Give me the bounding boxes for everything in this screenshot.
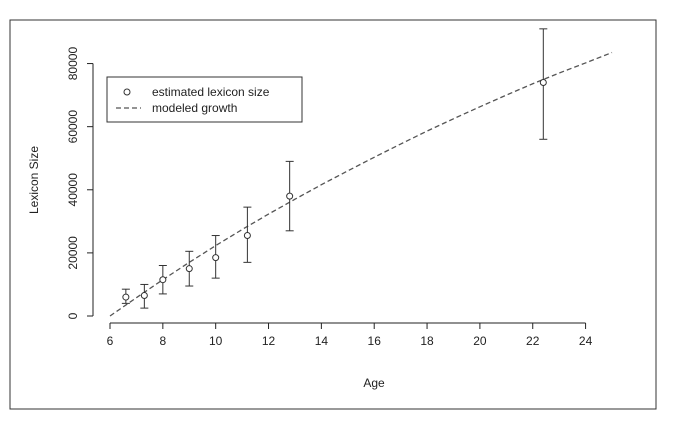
y-tick-label-80000: 80000 bbox=[66, 47, 80, 81]
axes: 6 8 10 12 14 16 18 20 22 24 0 20000 40000 60000 80000 bbox=[66, 47, 593, 348]
plot-frame bbox=[9, 19, 657, 410]
x-tick-label-20: 20 bbox=[473, 334, 487, 348]
x-tick-label-24: 24 bbox=[579, 334, 593, 348]
y-tick-label-60000: 60000 bbox=[66, 110, 80, 144]
x-tick-label-6: 6 bbox=[107, 334, 114, 348]
data-point-1 bbox=[140, 283, 149, 309]
x-tick-label-18: 18 bbox=[420, 334, 434, 348]
point-marker-6 bbox=[286, 192, 294, 200]
legend: estimated lexicon size modeled growth bbox=[106, 76, 303, 123]
y-axis-label: Lexicon Size bbox=[27, 146, 41, 214]
x-tick-label-22: 22 bbox=[526, 334, 540, 348]
data-point-7 bbox=[539, 28, 548, 140]
x-tick-label-8: 8 bbox=[159, 334, 166, 348]
point-marker-4 bbox=[212, 254, 220, 262]
x-tick-label-16: 16 bbox=[368, 334, 382, 348]
point-marker-5 bbox=[243, 232, 251, 240]
point-marker-0 bbox=[122, 293, 130, 301]
lexicon-points-series bbox=[121, 28, 548, 309]
x-axis-label: Age bbox=[363, 376, 385, 390]
point-marker-1 bbox=[140, 291, 148, 299]
data-point-0 bbox=[121, 288, 130, 304]
point-marker-7 bbox=[539, 78, 547, 86]
y-tick-label-0: 0 bbox=[66, 312, 80, 319]
legend-circle-icon bbox=[123, 88, 131, 96]
legend-box bbox=[106, 76, 303, 123]
legend-label-estimated: estimated lexicon size bbox=[152, 85, 270, 99]
data-point-5 bbox=[243, 206, 252, 263]
modeled-growth-series bbox=[109, 51, 613, 317]
data-point-3 bbox=[185, 250, 194, 287]
data-point-6 bbox=[285, 160, 294, 232]
modeled-growth-line bbox=[109, 51, 613, 317]
y-tick-label-20000: 20000 bbox=[66, 236, 80, 270]
legend-label-modeled: modeled growth bbox=[152, 101, 237, 115]
y-tick-label-40000: 40000 bbox=[66, 173, 80, 207]
point-marker-2 bbox=[159, 276, 167, 284]
data-point-4 bbox=[211, 235, 220, 279]
data-point-2 bbox=[158, 265, 167, 295]
x-tick-label-14: 14 bbox=[315, 334, 329, 348]
point-marker-3 bbox=[185, 265, 193, 273]
x-tick-label-12: 12 bbox=[262, 334, 276, 348]
x-tick-label-10: 10 bbox=[209, 334, 223, 348]
